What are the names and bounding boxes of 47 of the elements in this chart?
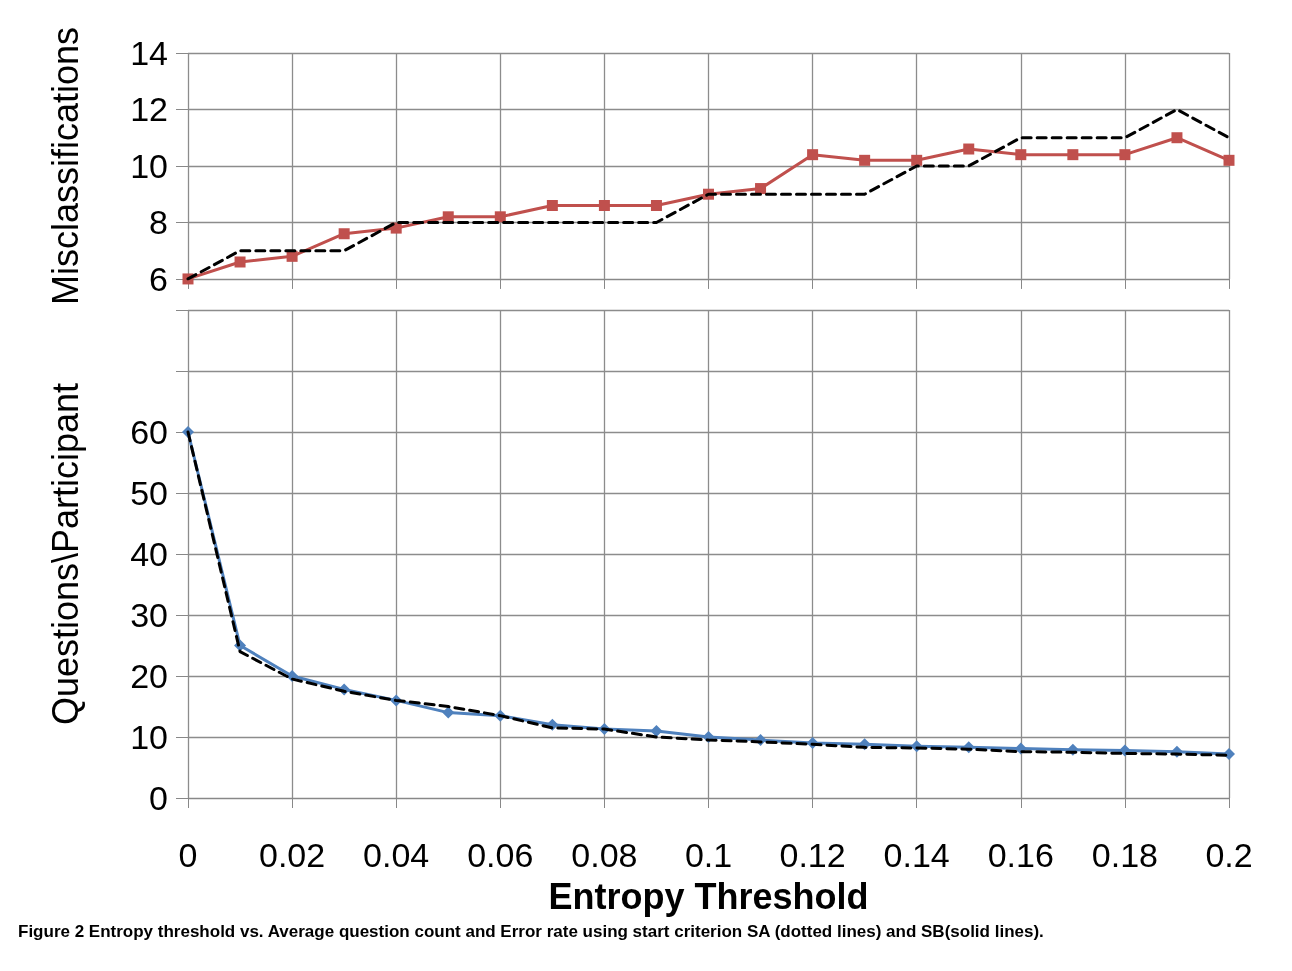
x-tick-label: 0.06 xyxy=(467,836,534,874)
point xyxy=(442,211,454,223)
x-tick-label: 0 xyxy=(178,836,198,874)
x-tick-label: 0.02 xyxy=(259,836,326,874)
y-tick-label: 50 xyxy=(130,474,168,512)
point xyxy=(650,200,662,211)
point xyxy=(807,149,819,161)
y-axis-title: Questions\Participant xyxy=(44,382,86,726)
y-tick-label: 14 xyxy=(130,34,168,72)
point xyxy=(442,706,455,719)
y-tick-label: 8 xyxy=(149,203,168,242)
y-tick-label: 40 xyxy=(130,535,168,573)
x-tick-label: 0.14 xyxy=(883,836,950,874)
x-tick-label: 0.08 xyxy=(571,836,638,874)
y-tick-label: 10 xyxy=(130,146,168,185)
x-tick-label: 0.2 xyxy=(1205,836,1253,874)
x-axis-title: Entropy Threshold xyxy=(548,875,869,917)
x-tick-label: 0.12 xyxy=(779,836,846,874)
y-tick-label: 12 xyxy=(130,90,168,129)
x-tick-label: 0.1 xyxy=(684,836,733,874)
y-axis-title: Misclassifications xyxy=(44,26,86,305)
caption: Figure 2 Entropy threshold vs. Average question count and Error rate using start criterion SA (dotted lines) and SB(solid lines). xyxy=(18,922,1044,941)
point xyxy=(494,211,506,223)
y-tick-label: 0 xyxy=(149,779,168,817)
point xyxy=(1119,149,1131,161)
point xyxy=(338,228,350,240)
point xyxy=(755,183,767,195)
point xyxy=(234,256,246,268)
y-tick-label: 6 xyxy=(149,259,168,298)
point xyxy=(1067,149,1079,161)
x-tick-label: 0.18 xyxy=(1091,836,1158,874)
y-tick-label: 60 xyxy=(130,413,168,451)
y-tick-label: 10 xyxy=(130,718,168,756)
y-tick-label: 20 xyxy=(130,657,168,695)
point xyxy=(1015,149,1027,161)
point xyxy=(859,154,871,166)
point xyxy=(286,250,298,262)
x-tick-label: 0.16 xyxy=(987,836,1054,874)
point xyxy=(650,724,663,737)
point xyxy=(1223,154,1235,166)
point xyxy=(911,154,923,166)
y-tick-label: 30 xyxy=(130,596,168,634)
x-tick-label: 0.04 xyxy=(363,836,430,874)
point xyxy=(963,143,975,155)
point xyxy=(1171,132,1183,144)
point xyxy=(598,200,610,211)
point xyxy=(546,200,558,211)
